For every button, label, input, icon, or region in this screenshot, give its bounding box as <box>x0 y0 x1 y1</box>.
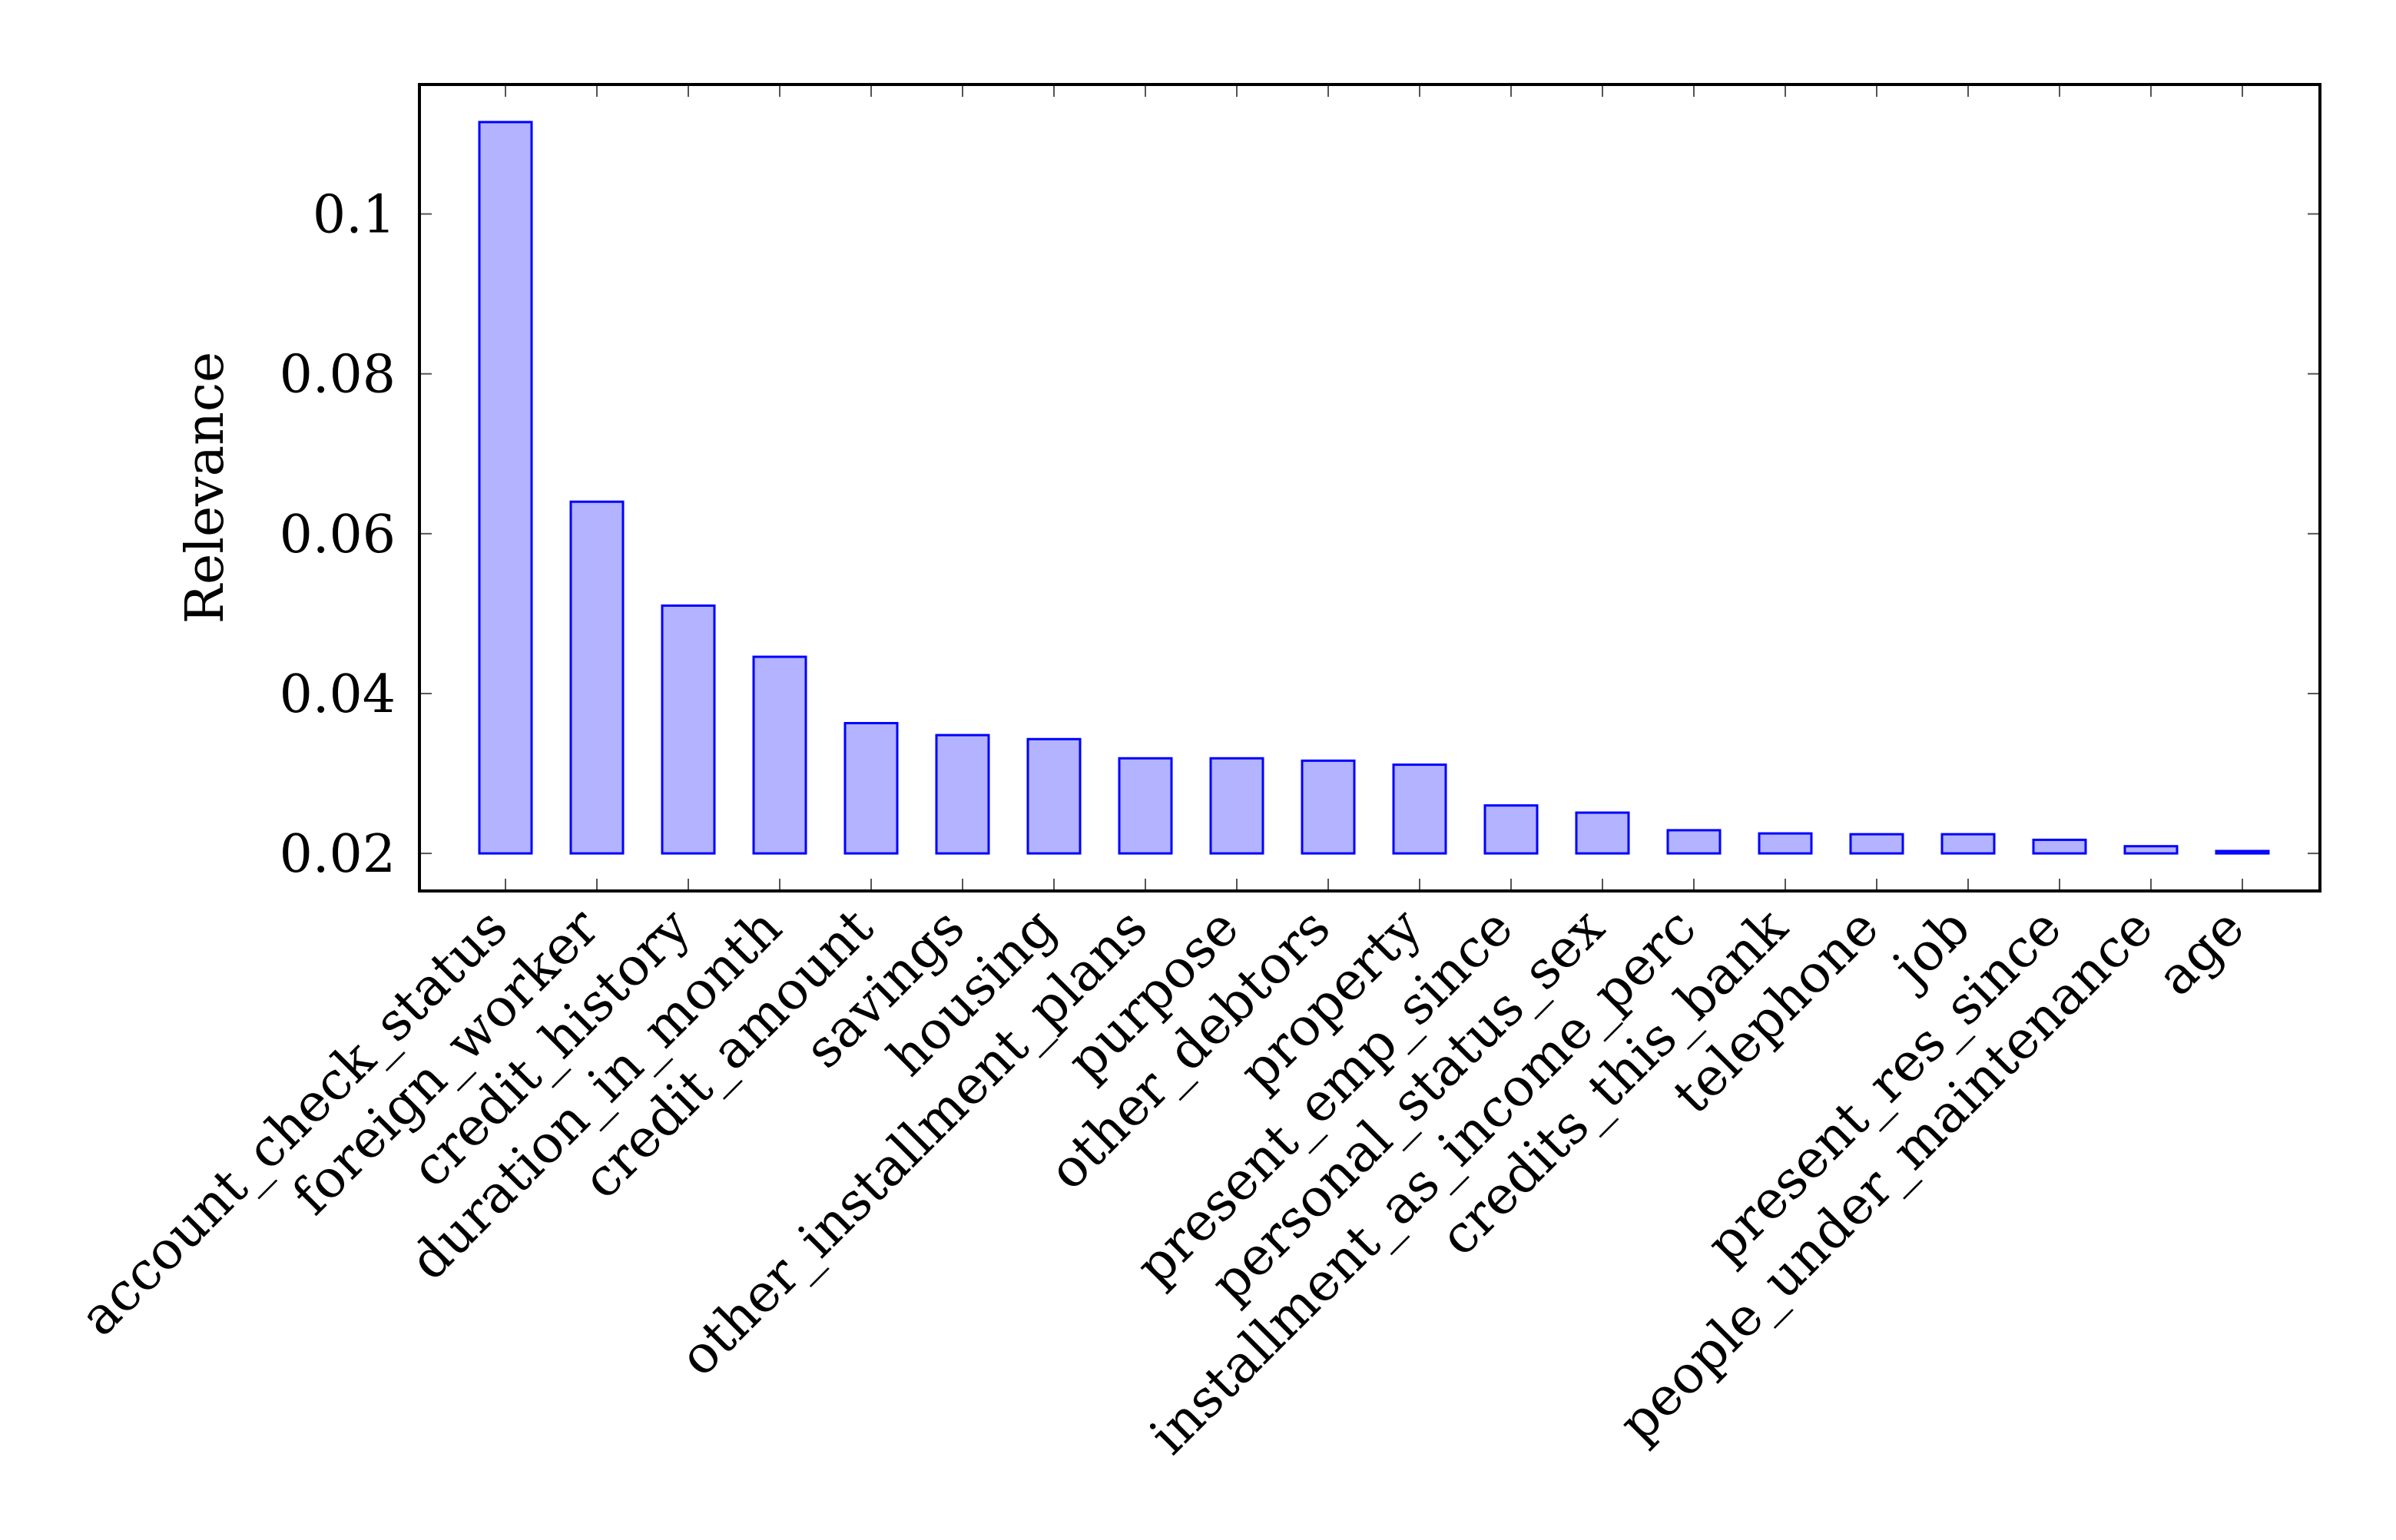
bar-property <box>1392 763 1447 855</box>
bar-foreign-worker <box>569 500 625 855</box>
bar-people-under-maintenance <box>2123 845 2179 855</box>
axis-ticks <box>419 84 2320 891</box>
bar-duration-in-month <box>752 655 807 855</box>
bar-series <box>478 121 2270 855</box>
bar-housing <box>1026 737 1082 855</box>
y-axis-label: Relevance <box>175 352 236 624</box>
bar-savings <box>935 734 990 855</box>
bar-purpose <box>1209 757 1264 855</box>
bar-job <box>1940 833 1996 855</box>
bar-installment-as-income-perc <box>1666 829 1722 855</box>
bar-present-res-since <box>2032 838 2087 855</box>
bar-age <box>2215 849 2270 855</box>
bar-credits-this-bank <box>1758 832 1813 855</box>
bar-telephone <box>1849 833 1904 855</box>
bar-present-emp-since <box>1483 804 1539 855</box>
y-tick-label: 0.1 <box>313 185 396 246</box>
bar-other-installment-plans <box>1118 757 1173 855</box>
plot-frame <box>418 83 2321 893</box>
y-tick-label: 0.06 <box>280 505 396 565</box>
bar-personal-status-sex <box>1575 811 1630 855</box>
bar-credit-history <box>661 604 716 855</box>
bar-other-debtors <box>1301 759 1356 855</box>
bar-account-check-status <box>478 121 533 855</box>
y-tick-label: 0.04 <box>280 664 396 725</box>
y-tick-label: 0.08 <box>280 345 396 406</box>
y-axis-tick-labels: 0.02 0.04 0.06 0.08 0.1 <box>280 185 396 886</box>
y-tick-label: 0.02 <box>280 824 396 885</box>
bar-credit-amount <box>843 721 899 855</box>
